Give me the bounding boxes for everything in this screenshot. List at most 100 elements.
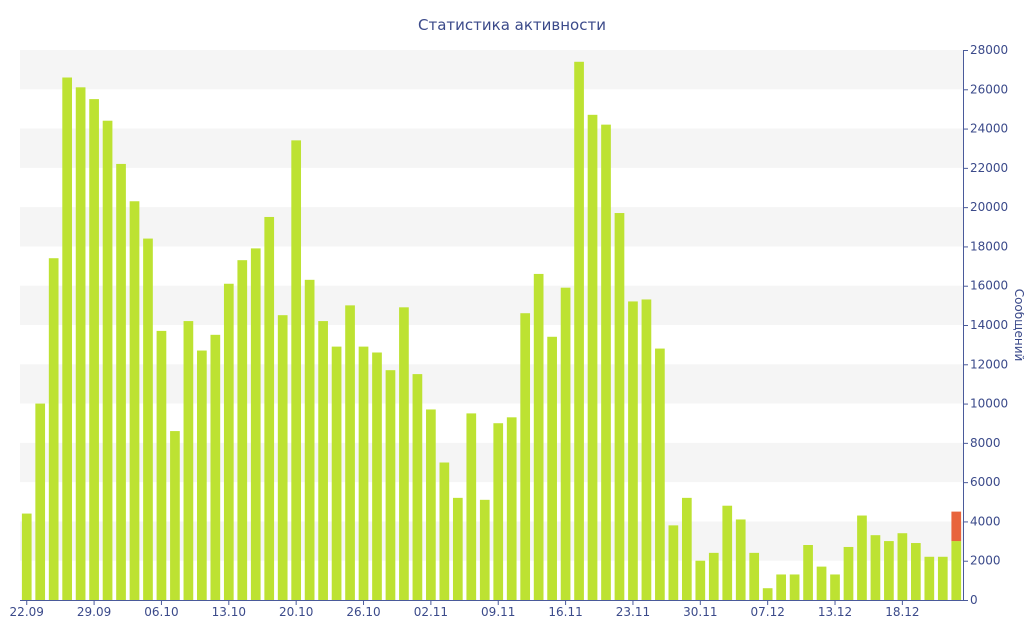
- x-tick-label: 16.11: [548, 605, 582, 619]
- bar[interactable]: [951, 541, 962, 600]
- bar[interactable]: [533, 273, 544, 600]
- bar[interactable]: [884, 541, 894, 600]
- bar[interactable]: [897, 533, 908, 600]
- grid-bands: [20, 50, 963, 561]
- y-tick-label: 24000: [970, 122, 1008, 136]
- bar[interactable]: [681, 497, 692, 600]
- bar[interactable]: [35, 403, 46, 600]
- bar[interactable]: [937, 556, 948, 600]
- bar[interactable]: [655, 348, 665, 600]
- bar[interactable]: [843, 546, 854, 600]
- bar[interactable]: [21, 513, 32, 600]
- bar[interactable]: [452, 497, 463, 600]
- bar[interactable]: [277, 315, 288, 600]
- y-tick-label: 22000: [970, 161, 1008, 175]
- bar[interactable]: [574, 61, 584, 601]
- bar[interactable]: [197, 350, 207, 600]
- x-tick-label: 22.09: [10, 605, 44, 619]
- grid-band: [20, 50, 963, 90]
- bar[interactable]: [830, 574, 840, 600]
- bar[interactable]: [304, 279, 315, 600]
- bar[interactable]: [789, 574, 800, 600]
- x-tick-label: 30.11: [683, 605, 717, 619]
- bar[interactable]: [412, 374, 423, 600]
- bar[interactable]: [911, 543, 921, 600]
- y-tick-label: 20000: [970, 200, 1008, 214]
- bar[interactable]: [628, 301, 638, 600]
- bars: [21, 61, 962, 601]
- bar[interactable]: [506, 417, 517, 600]
- bar[interactable]: [924, 556, 935, 600]
- bar[interactable]: [331, 346, 342, 600]
- bar[interactable]: [735, 519, 746, 600]
- x-tick-label: 09.11: [481, 605, 515, 619]
- bar[interactable]: [385, 370, 396, 600]
- bar[interactable]: [358, 346, 369, 600]
- bar[interactable]: [560, 287, 571, 600]
- y-axis-label: Сообщений: [1012, 289, 1024, 362]
- bar[interactable]: [641, 299, 652, 600]
- y-tick-label: 4000: [970, 514, 1001, 528]
- grid-band: [20, 128, 963, 168]
- bar[interactable]: [237, 260, 248, 600]
- y-tick-label: 2000: [970, 554, 1001, 568]
- bar[interactable]: [439, 462, 450, 601]
- bar[interactable]: [708, 552, 719, 600]
- bar[interactable]: [479, 499, 490, 600]
- bar[interactable]: [803, 545, 813, 600]
- x-tick-label: 13.12: [818, 605, 852, 619]
- bar[interactable]: [102, 120, 113, 600]
- bar[interactable]: [857, 515, 867, 600]
- bar[interactable]: [722, 505, 733, 600]
- bar[interactable]: [587, 114, 598, 601]
- bar[interactable]: [493, 423, 504, 600]
- bar[interactable]: [762, 588, 773, 600]
- bar[interactable]: [345, 305, 355, 600]
- bar[interactable]: [614, 213, 625, 601]
- bar[interactable]: [399, 307, 409, 600]
- bar[interactable]: [291, 140, 302, 600]
- bar[interactable]: [870, 535, 881, 600]
- x-tick-label: 20.10: [279, 605, 313, 619]
- bar[interactable]: [695, 560, 706, 600]
- x-tick-label: 13.10: [212, 605, 246, 619]
- bar[interactable]: [264, 216, 275, 600]
- bar[interactable]: [776, 574, 786, 600]
- bar[interactable]: [156, 330, 167, 600]
- bar[interactable]: [372, 352, 382, 601]
- bar[interactable]: [250, 248, 261, 600]
- bar[interactable]: [223, 283, 234, 600]
- y-tick-label: 16000: [970, 279, 1008, 293]
- bar[interactable]: [547, 336, 557, 600]
- bar[interactable]: [89, 99, 99, 600]
- bar[interactable]: [143, 238, 153, 601]
- bar[interactable]: [116, 163, 126, 600]
- bar[interactable]: [170, 431, 180, 600]
- y-ticks: 0 2000 4000 6000 8000 10000 12000 14000 16000 180…: [963, 43, 1008, 607]
- bar[interactable]: [48, 258, 59, 600]
- bar[interactable]: [183, 321, 194, 600]
- y-tick-label: 18000: [970, 239, 1008, 253]
- bar[interactable]: [62, 77, 72, 601]
- bar[interactable]: [129, 201, 140, 600]
- bar[interactable]: [816, 566, 827, 600]
- x-tick-label: 23.11: [616, 605, 650, 619]
- bar[interactable]: [668, 525, 679, 600]
- x-tick-label: 02.11: [414, 605, 448, 619]
- bar[interactable]: [749, 552, 760, 600]
- y-tick-label: 12000: [970, 357, 1008, 371]
- bar[interactable]: [210, 334, 221, 600]
- bar[interactable]: [520, 313, 531, 600]
- bar[interactable]: [318, 321, 328, 600]
- bar[interactable]: [601, 124, 611, 601]
- y-tick-label: 0: [970, 593, 978, 607]
- bar[interactable]: [426, 409, 436, 600]
- x-ticks: 22.09 29.09 06.10 13.10 20.10 26.10 02.11 09.11…: [10, 600, 920, 619]
- y-tick-label: 28000: [970, 43, 1008, 57]
- bar[interactable]: [466, 413, 477, 600]
- y-tick-label: 26000: [970, 82, 1008, 96]
- x-tick-label: 06.10: [144, 605, 178, 619]
- bar[interactable]: [75, 87, 86, 601]
- bar-highlight[interactable]: [951, 511, 962, 542]
